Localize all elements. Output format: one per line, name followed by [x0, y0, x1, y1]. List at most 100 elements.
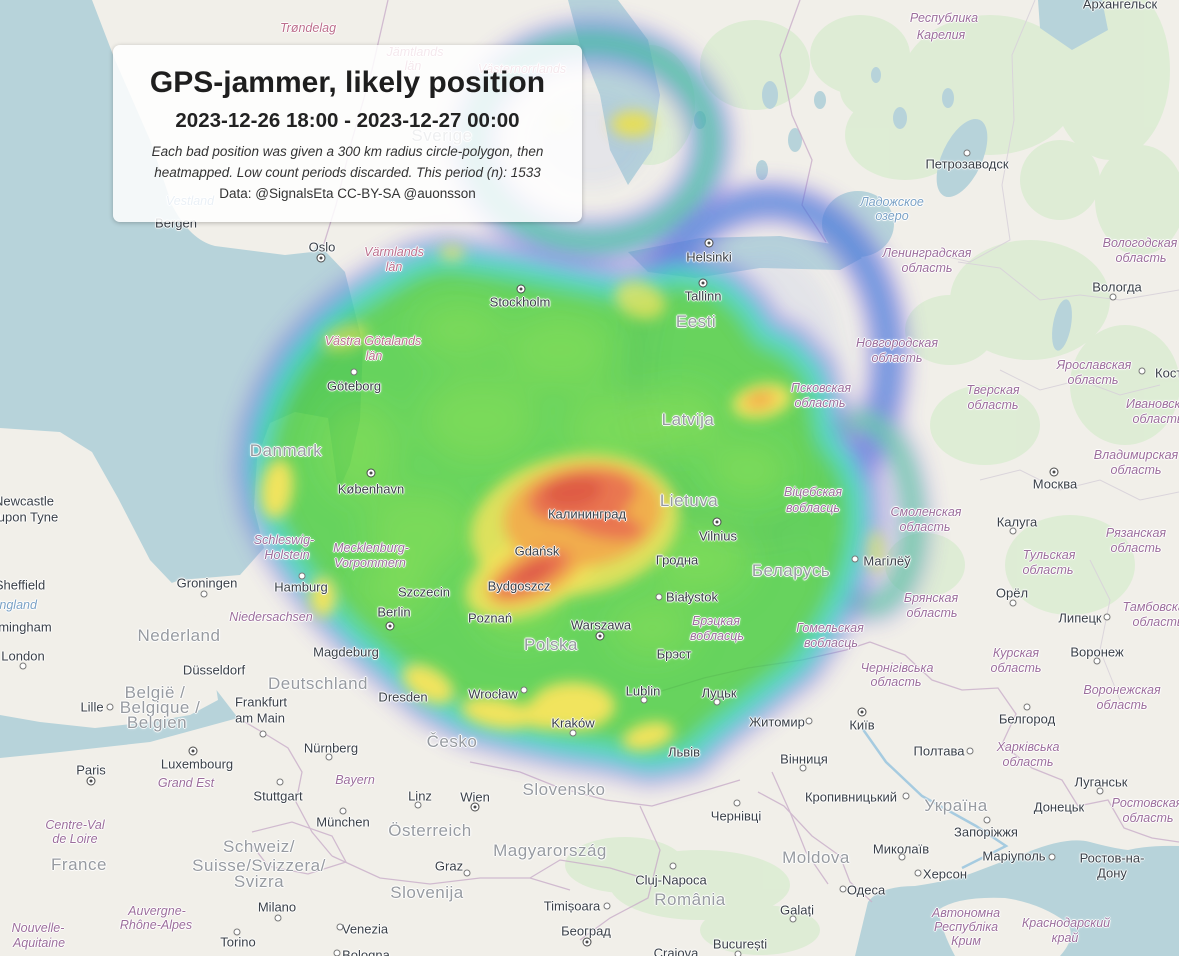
map-label: Gdańsk [514, 543, 560, 559]
map-label: Wien [460, 789, 490, 805]
city-marker [463, 869, 471, 877]
map-label: Рязанская [1105, 526, 1167, 540]
map-label: Slovenija [390, 883, 464, 902]
map-label: область [1110, 463, 1162, 477]
map-label: Frankfurt [234, 694, 288, 710]
map-label: Paris [76, 762, 106, 778]
map-label: Düsseldorf [182, 662, 246, 678]
city-marker [259, 730, 267, 738]
map-label: Херсон [922, 866, 968, 882]
map-label: Česko [426, 732, 478, 751]
map-label: Groningen [176, 575, 238, 591]
map-label: Luxembourg [160, 756, 234, 772]
map-label: Полтава [913, 743, 965, 759]
city-marker [520, 686, 528, 694]
time-period: 2023-12-26 18:00 - 2023-12-27 00:00 [175, 109, 520, 132]
map-label: область [1096, 698, 1148, 712]
map-label: Воронежская [1083, 683, 1161, 697]
map-label: Республика [909, 11, 979, 25]
city-marker [106, 703, 114, 711]
map-label: Moldova [782, 848, 850, 867]
map-label: Nouvelle- [11, 921, 65, 935]
map-label: Карелия [916, 28, 966, 42]
map-label: Vorpommern [334, 556, 406, 570]
map-label: Брэст [656, 646, 692, 662]
city-marker [733, 799, 741, 807]
map-label: Belgique / [119, 698, 201, 717]
map-label: Belgien [126, 713, 188, 732]
city-marker [669, 862, 677, 870]
map-label: Беларусь [751, 561, 831, 580]
city-marker [1096, 787, 1104, 795]
map-label: Graz [434, 858, 464, 874]
city-marker [1009, 599, 1017, 607]
map-label: Nürnberg [303, 740, 359, 756]
capital-city-marker [188, 746, 198, 756]
map-label: Holstein [264, 548, 310, 562]
map-label: область [870, 675, 922, 689]
city-marker [233, 928, 241, 936]
city-marker [1023, 703, 1031, 711]
map-label: Dresden [378, 689, 428, 705]
city-marker [603, 902, 611, 910]
map-label: Wrocław [468, 686, 518, 702]
map-label: Липецк [1058, 610, 1102, 626]
city-marker [655, 593, 663, 601]
map-label: Magdeburg [313, 644, 379, 660]
city-marker [414, 801, 422, 809]
map-label: Чернігівська [860, 661, 934, 675]
city-marker [350, 368, 358, 376]
map-label: вобласць [804, 636, 858, 650]
map-label: Venezia [341, 921, 389, 937]
capital-city-marker [86, 776, 96, 786]
map-label: область [906, 606, 958, 620]
map-label: Torino [220, 934, 256, 950]
map-label: Курская [992, 646, 1040, 660]
city-marker [799, 764, 807, 772]
city-marker [569, 729, 577, 737]
map-label: Республіка [933, 920, 999, 934]
map-label: область [794, 396, 846, 410]
map-label: Кропивницький [804, 789, 898, 805]
city-marker [1048, 853, 1056, 861]
map-label: область [1002, 755, 1054, 769]
page-title: GPS-jammer, likely position [149, 66, 546, 99]
map-label: область [967, 398, 1019, 412]
map-label: Stuttgart [253, 788, 303, 804]
map-label: län [365, 349, 383, 363]
map-label: France [51, 855, 107, 874]
map-label: Berlin [377, 604, 411, 620]
city-marker [805, 717, 813, 725]
map-label: Львів [667, 744, 701, 760]
map-label: Danmark [249, 441, 323, 460]
map-label: Автономна [931, 906, 1001, 920]
city-marker [966, 747, 974, 755]
map-label: Віцебская [783, 485, 843, 499]
map-label: Гомельская [796, 621, 864, 635]
map-label: край [1051, 931, 1079, 945]
city-marker [713, 698, 721, 706]
map-label: London [1, 648, 45, 664]
map-label: Värmlands [364, 245, 424, 259]
map-label: Niedersachsen [229, 610, 313, 624]
city-marker [333, 949, 341, 956]
map-label: België / [124, 683, 186, 702]
map-label: Брэцкая [692, 614, 740, 628]
white-sea [1038, 0, 1108, 50]
map-label: Миколаїв [872, 841, 930, 857]
city-marker [640, 696, 648, 704]
map-label: Краснодарский [1021, 916, 1111, 930]
map-label: Вологодская [1102, 236, 1178, 250]
map-label: Брянская [903, 591, 959, 605]
map-label: Ладожское [860, 195, 924, 209]
map-label: озеро [875, 209, 909, 223]
map-label: Тульская [1022, 548, 1076, 562]
city-marker [1109, 293, 1117, 301]
info-panel: GPS-jammer, likely position 2023-12-26 1… [113, 45, 582, 222]
capital-city-marker [1049, 467, 1059, 477]
map-label: Tallinn [684, 288, 722, 304]
capital-city-marker [582, 937, 592, 947]
map-label: Запоріжжя [954, 824, 1018, 840]
map-label: Slovensko [522, 780, 606, 799]
